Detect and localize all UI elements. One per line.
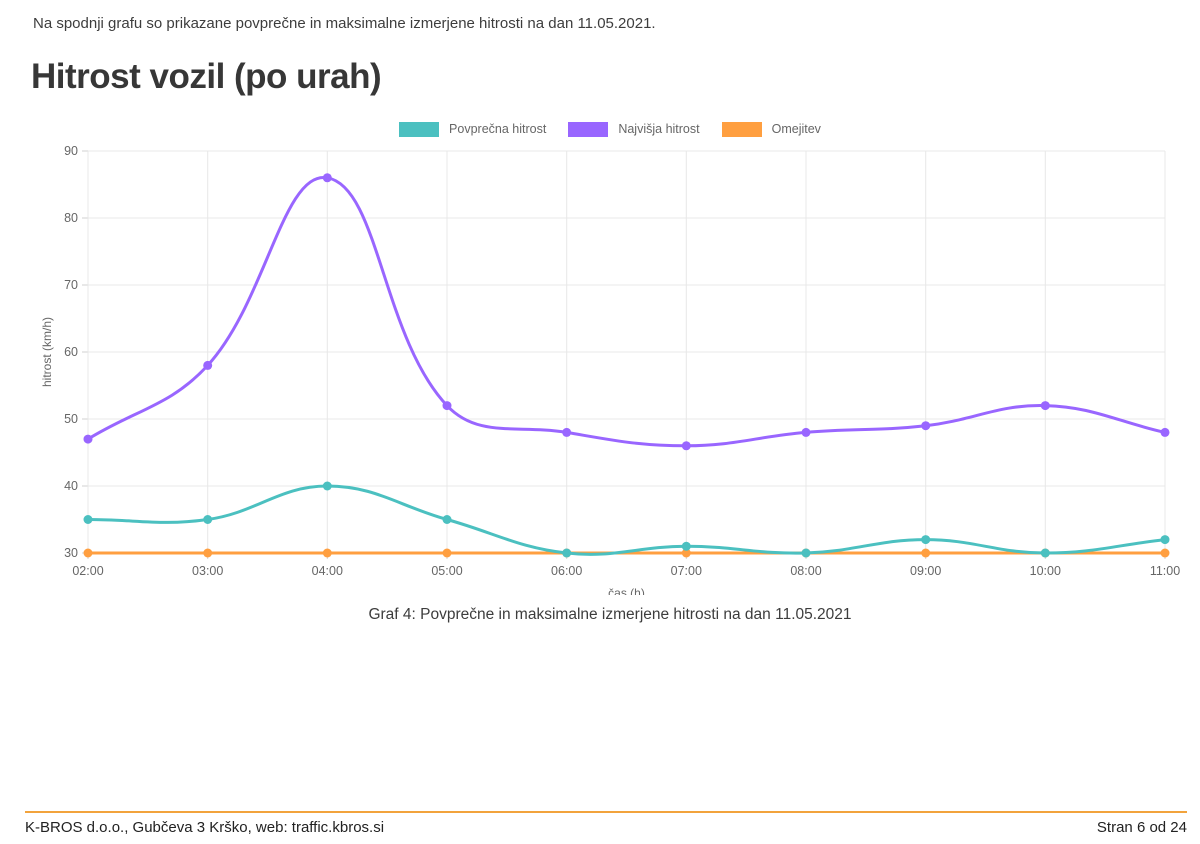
series-2-point-0[interactable] <box>83 548 93 558</box>
series-1-point-6[interactable] <box>801 427 811 437</box>
y-tick-label: 30 <box>64 546 78 560</box>
chart-caption: Graf 4: Povprečne in maksimalne izmerjen… <box>368 606 852 623</box>
series-2-point-7[interactable] <box>921 548 931 558</box>
series-1-point-3[interactable] <box>442 401 452 411</box>
series-1-point-5[interactable] <box>681 441 691 451</box>
intro-text: Na spodnji grafu so prikazane povprečne … <box>33 15 656 32</box>
series-1-point-0[interactable] <box>83 434 93 444</box>
legend-swatch-povprecna <box>399 121 440 137</box>
series-0-point-8[interactable] <box>1040 548 1050 558</box>
chart-block: Povprečna hitrost Najvišja hitrost Omeji… <box>40 119 1180 624</box>
x-tick-label: 08:00 <box>790 564 821 578</box>
legend-item-omejitev[interactable]: Omejitev <box>721 121 821 137</box>
page-title: Hitrost vozil (po urah) <box>31 57 382 96</box>
chart-svg[interactable]: 30 40 50 60 70 80 90 02:00 03:00 04:00 05:00 06:00 0… <box>40 143 1180 600</box>
x-tick-label: 11:00 <box>1150 564 1180 578</box>
x-tick-label: 10:00 <box>1030 564 1061 578</box>
series-0-point-3[interactable] <box>442 515 452 524</box>
x-tick-label: 05:00 <box>431 564 462 578</box>
series-2-point-5[interactable] <box>681 548 691 558</box>
series-0-point-1[interactable] <box>203 515 213 524</box>
series-0-point-9[interactable] <box>1160 535 1170 545</box>
series-0-point-2[interactable] <box>322 481 332 491</box>
legend-swatch-omejitev <box>721 121 762 137</box>
series-0-point-6[interactable] <box>801 548 811 558</box>
series-1-point-8[interactable] <box>1040 401 1050 411</box>
y-tick-label: 90 <box>64 144 78 158</box>
x-tick-label: 04:00 <box>312 564 343 578</box>
x-tick-label: 06:00 <box>551 564 582 578</box>
series-2-point-2[interactable] <box>322 548 332 558</box>
legend-item-povprecna-hitrost[interactable]: Povprečna hitrost <box>399 121 547 137</box>
x-tick-label: 07:00 <box>671 564 702 578</box>
x-tick-label: 09:00 <box>910 564 941 578</box>
y-tick-label: 50 <box>64 412 78 426</box>
y-tick-label: 40 <box>64 479 78 493</box>
y-tick-label: 80 <box>64 211 78 225</box>
series-1-point-7[interactable] <box>921 421 931 431</box>
y-axis-title: hitrost (km/h) <box>40 317 54 387</box>
report-page: Na spodnji grafu so prikazane povprečne … <box>0 15 1200 844</box>
y-tick-label: 70 <box>64 278 78 292</box>
series-1-point-2[interactable] <box>322 173 332 183</box>
series-1-point-9[interactable] <box>1160 427 1170 437</box>
series-2-point-9[interactable] <box>1160 548 1170 558</box>
series-0-point-0[interactable] <box>83 515 93 524</box>
series-1-point-4[interactable] <box>562 427 572 437</box>
series-0-point-4[interactable] <box>562 548 572 558</box>
series-1-point-1[interactable] <box>203 360 213 370</box>
series-2-point-3[interactable] <box>442 548 452 558</box>
footer: K-BROS d.o.o., Gubčeva 3 Krško, web: tra… <box>25 811 1187 836</box>
x-tick-label: 03:00 <box>192 564 223 578</box>
y-tick-label: 60 <box>64 345 78 359</box>
footer-page-number: Stran 6 od 24 <box>1096 819 1187 836</box>
x-tick-label: 02:00 <box>72 564 103 578</box>
series-2-point-1[interactable] <box>203 548 213 558</box>
series-0-point-5[interactable] <box>681 541 691 551</box>
legend-item-najvisja-hitrost[interactable]: Najvišja hitrost <box>568 121 700 137</box>
legend-label-omejitev: Omejitev <box>771 122 821 136</box>
chart-legend: Povprečna hitrost Najvišja hitrost Omeji… <box>40 119 1180 139</box>
legend-label-povprecna: Povprečna hitrost <box>449 122 547 136</box>
footer-company-info: K-BROS d.o.o., Gubčeva 3 Krško, web: tra… <box>25 819 385 836</box>
legend-swatch-najvisja <box>568 121 609 137</box>
legend-label-najvisja: Najvišja hitrost <box>618 122 700 136</box>
series-line-0 <box>86 484 1167 556</box>
series-0-point-7[interactable] <box>921 535 931 545</box>
x-axis-title: čas (h) <box>608 586 645 595</box>
